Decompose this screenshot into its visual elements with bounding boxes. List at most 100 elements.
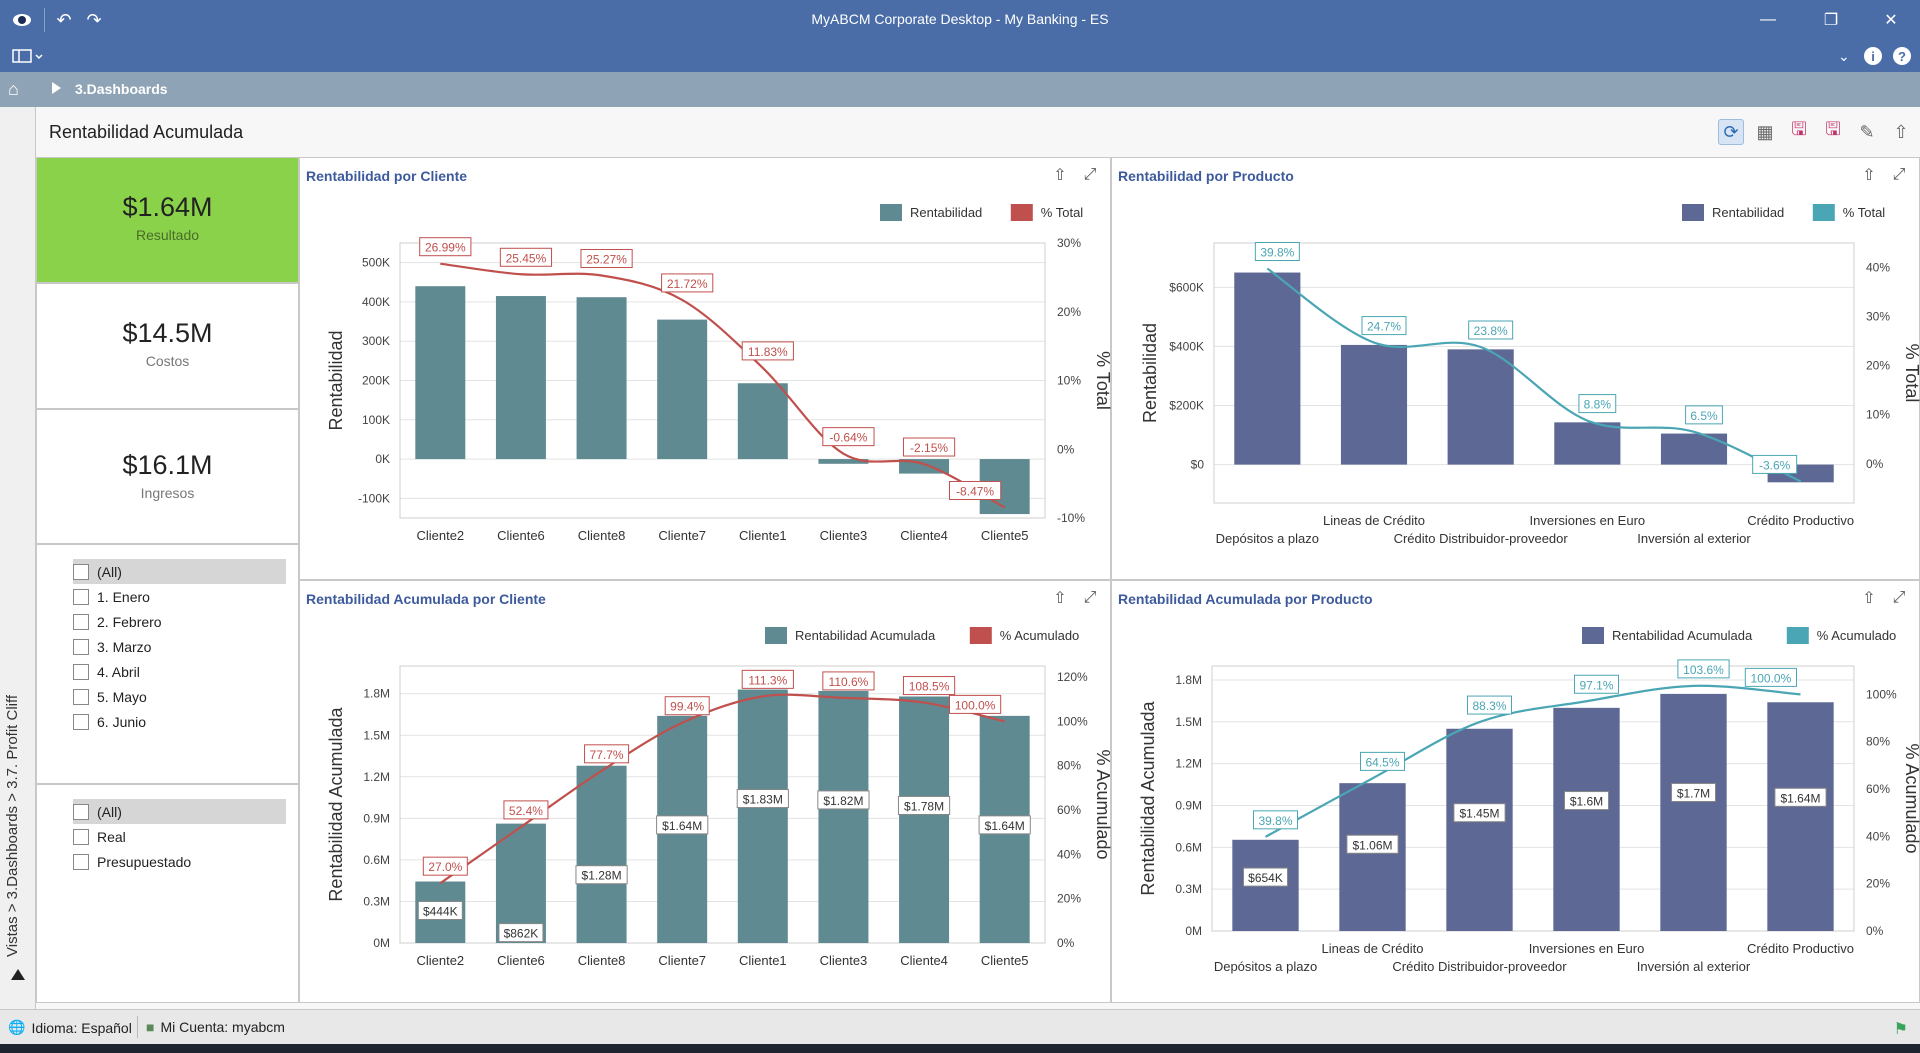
line-label-box xyxy=(1254,242,1300,262)
export-icon[interactable]: ⇧ xyxy=(1893,121,1909,142)
x-tick-label: Cliente3 xyxy=(820,528,868,543)
maximize-icon[interactable]: ⤢ xyxy=(1892,166,1906,183)
status-bar: 🌐 Idioma: Español ■ Mi Cuenta: myabcm ⚑ xyxy=(0,1009,1920,1044)
language-status[interactable]: 🌐 Idioma: Español xyxy=(8,1019,132,1036)
expand-arrow-icon[interactable] xyxy=(52,82,61,94)
export-icon[interactable]: ⇧ xyxy=(1862,167,1876,184)
status-separator xyxy=(137,1016,138,1038)
y-axis-title: Rentabilidad xyxy=(1140,323,1160,423)
chart-panel-rentabilidad-producto: $0 $200K $400K $600K 0% 10% 20% 30% 40% Rentabili… xyxy=(1111,157,1920,580)
line-label-box xyxy=(1578,394,1617,414)
panel-menu-icon[interactable] xyxy=(12,46,46,66)
plot-frame xyxy=(399,665,1046,944)
chart-bar xyxy=(1767,702,1834,931)
filter-item[interactable]: 4. Abril xyxy=(37,659,298,684)
kpi-costos: $14.5M Costos xyxy=(36,283,299,409)
minimize-button[interactable]: — xyxy=(1760,11,1776,28)
filter-item[interactable]: 1. Enero xyxy=(37,584,298,609)
bar-label-box xyxy=(1453,803,1506,823)
info-icon[interactable]: i xyxy=(1864,46,1882,66)
y-tick-label: 1.8M xyxy=(1175,673,1202,687)
restore-button[interactable]: ❐ xyxy=(1823,12,1839,29)
filter-item-all[interactable]: (All) xyxy=(73,559,286,584)
collapse-up-icon[interactable] xyxy=(11,969,25,980)
bar-label-box xyxy=(897,795,951,815)
account-label: Mi Cuenta: myabcm xyxy=(160,1019,285,1035)
line-label-box xyxy=(499,247,553,267)
checkbox[interactable] xyxy=(73,663,89,680)
flag-icon[interactable]: ⚑ xyxy=(1893,1021,1908,1038)
filter-item[interactable]: 3. Marzo xyxy=(37,634,298,659)
ribbon-bar: ⌄ i ? xyxy=(0,40,1920,72)
line-label-box xyxy=(580,249,633,269)
legend-label: % Total xyxy=(1041,205,1084,220)
x-tick-label: Cliente1 xyxy=(739,953,787,968)
filter-item-all[interactable]: (All) xyxy=(73,799,286,824)
kpi-value: $14.5M xyxy=(122,318,213,348)
checkbox[interactable] xyxy=(73,713,89,730)
kpi-ingresos: $16.1M Ingresos xyxy=(36,409,299,544)
filter-item[interactable]: Presupuestado xyxy=(37,849,298,874)
filter-item-label: (All) xyxy=(97,803,122,820)
maximize-icon[interactable]: ⤢ xyxy=(1083,589,1097,606)
filter-item[interactable]: 2. Febrero xyxy=(37,609,298,634)
help-icon[interactable]: ? xyxy=(1893,46,1911,66)
line-label-box xyxy=(1677,659,1730,679)
undo-icon[interactable]: ↶ xyxy=(56,9,72,30)
chart-bar xyxy=(576,765,627,943)
line-data-label: 110.6% xyxy=(829,675,869,689)
refresh-icon[interactable]: ⟳ xyxy=(1718,119,1744,145)
line-label-box xyxy=(1468,320,1514,340)
y2-axis-title: % Total xyxy=(1902,344,1920,403)
save-as-icon[interactable]: 🖫 xyxy=(1825,119,1841,139)
y2-tick-label: 20% xyxy=(1866,877,1890,891)
breadcrumb-item[interactable]: 3.Dashboards xyxy=(75,81,168,97)
line-label-box xyxy=(664,696,710,716)
close-button[interactable]: ✕ xyxy=(1884,12,1898,29)
maximize-icon[interactable]: ⤢ xyxy=(1083,166,1097,183)
x-tick-label: Cliente2 xyxy=(416,953,464,968)
checkbox[interactable] xyxy=(73,588,89,605)
filter-item[interactable]: 6. Junio xyxy=(37,709,298,734)
legend-swatch-bar xyxy=(1582,627,1604,644)
checkbox[interactable] xyxy=(73,828,89,845)
bar-data-label: $862K xyxy=(504,927,539,941)
bar-data-label: $1.6M xyxy=(1570,795,1603,809)
checkbox[interactable] xyxy=(73,853,89,870)
y2-tick-label: 40% xyxy=(1866,261,1890,275)
checkbox[interactable] xyxy=(73,613,89,630)
bar-label-box xyxy=(1243,867,1288,887)
chart-bar xyxy=(737,689,788,943)
line-label-box xyxy=(1467,695,1512,715)
bar-data-label: $1.45M xyxy=(1459,807,1499,821)
export-icon[interactable]: ⇧ xyxy=(1053,590,1067,607)
y2-tick-label: 0% xyxy=(1866,457,1884,471)
edit-icon[interactable]: ✎ xyxy=(1859,121,1875,142)
filter-item[interactable]: 5. Mayo xyxy=(37,684,298,709)
legend-label: Rentabilidad Acumulada xyxy=(1612,628,1753,643)
home-icon[interactable]: ⌂ xyxy=(8,79,19,99)
checkbox[interactable] xyxy=(73,688,89,705)
save-icon[interactable]: 🖫 xyxy=(1791,119,1807,139)
redo-icon[interactable]: ↷ xyxy=(86,9,102,30)
filter-item[interactable]: Real xyxy=(37,824,298,849)
line-label-box xyxy=(1685,405,1723,425)
export-icon[interactable]: ⇧ xyxy=(1053,167,1067,184)
month-filter: (All) 1. Enero 2. Febrero 3. Marzo 4. Ab… xyxy=(36,544,299,784)
grid-icon[interactable]: ▦ xyxy=(1756,121,1774,142)
views-sidebar-tab[interactable]: Vistas > 3.Dashboards > 3.7. Profit Clif… xyxy=(0,107,36,1009)
chart-title: Rentabilidad por Cliente xyxy=(306,168,468,184)
language-label: Idioma: Español xyxy=(31,1019,132,1036)
line-data-label: 6.5% xyxy=(1690,409,1718,423)
maximize-icon[interactable]: ⤢ xyxy=(1892,589,1906,606)
chart-bar xyxy=(576,297,627,460)
checkbox[interactable] xyxy=(73,803,89,820)
checkbox[interactable] xyxy=(73,638,89,655)
chevron-down-icon[interactable]: ⌄ xyxy=(1838,47,1850,64)
account-status[interactable]: ■ Mi Cuenta: myabcm xyxy=(146,1019,285,1035)
export-icon[interactable]: ⇧ xyxy=(1862,590,1876,607)
line-label-box xyxy=(503,800,549,820)
line-label-box xyxy=(822,671,875,691)
checkbox[interactable] xyxy=(73,563,89,580)
line-label-box xyxy=(661,273,714,293)
